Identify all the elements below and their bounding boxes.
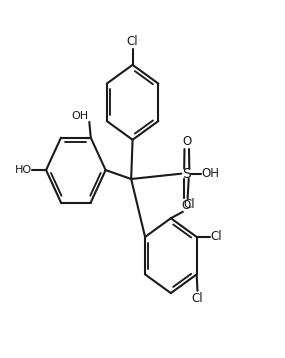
Text: S: S	[182, 167, 191, 181]
Text: Cl: Cl	[192, 291, 203, 305]
Text: O: O	[181, 199, 190, 212]
Text: Cl: Cl	[183, 198, 195, 212]
Text: HO: HO	[15, 165, 32, 175]
Text: OH: OH	[202, 167, 220, 180]
Text: Cl: Cl	[127, 35, 139, 48]
Text: Cl: Cl	[211, 231, 223, 243]
Text: O: O	[182, 135, 192, 148]
Text: OH: OH	[72, 111, 89, 121]
